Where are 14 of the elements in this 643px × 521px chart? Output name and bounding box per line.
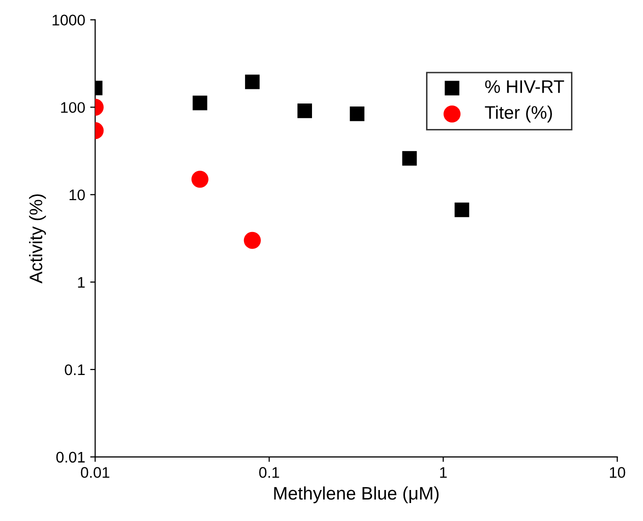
y-tick-label: 100 [61,102,85,113]
x-axis-title: Methylene Blue (μM) [274,486,439,504]
y-axis-title: Activity (%) [29,194,46,284]
y-tick-label: 1000 [52,14,85,26]
y-tick-label: 0.1 [64,364,85,376]
x-tick-label: 1 [440,467,447,478]
y-tick-label: 0.01 [56,452,85,463]
legend-label: Titer (%) [484,106,552,122]
y-tick-label: 1 [78,277,85,288]
x-tick-label: 10 [610,467,626,478]
x-tick-label: 0.1 [259,467,280,478]
legend-label: % HIV-RT [485,80,564,93]
y-tick-label: 10 [70,190,85,200]
x-tick-label: 0.01 [80,467,110,478]
